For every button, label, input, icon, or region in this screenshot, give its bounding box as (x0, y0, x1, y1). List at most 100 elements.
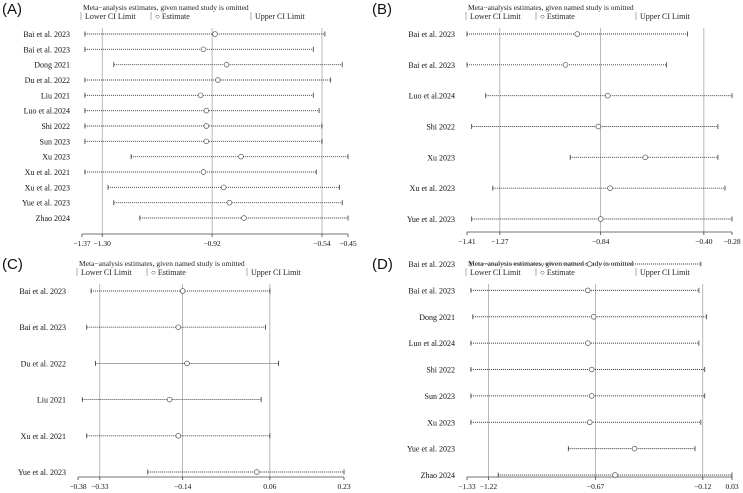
legend-entry: Upper CI Limit (640, 12, 691, 21)
x-tick-label: −0.84 (592, 237, 610, 246)
plot-title: Meta−analysis estimates, given named stu… (79, 259, 245, 268)
estimate-point (200, 46, 207, 53)
study-label: Sun 2023 (425, 392, 455, 401)
study-label: Sun 2023 (40, 137, 70, 146)
estimate-point (175, 324, 182, 330)
study-label: Liu 2021 (41, 91, 70, 100)
x-tick-label: −1.33 (458, 482, 476, 491)
estimate-point (175, 433, 182, 439)
study-label: Yue et al. 2023 (407, 215, 455, 224)
estimate-point (241, 215, 247, 221)
x-tick-label: 0.06 (263, 482, 276, 491)
estimate-point (203, 138, 210, 145)
study-label: Bai et al. 2023 (408, 61, 455, 70)
estimate-point (184, 360, 190, 367)
study-label: Luo et al.2024 (24, 107, 70, 116)
legend-entry: ○ Estimate (155, 12, 190, 21)
x-tick-label: −1.27 (491, 237, 509, 246)
estimate-point (590, 313, 597, 320)
x-tick-label: −0.38 (69, 482, 87, 491)
x-tick-label: −1.30 (94, 239, 112, 248)
study-label: Shi 2022 (41, 122, 70, 131)
legend-entry: Upper CI Limit (640, 268, 691, 277)
estimate-point (220, 184, 227, 191)
legend-entry: Lower CI Limit (85, 12, 136, 21)
legend-entry: Lower CI Limit (470, 268, 521, 277)
study-label: Bai et al. 2023 (23, 45, 70, 54)
study-label: Bai et al. 2023 (408, 260, 455, 269)
study-label: Xu 2023 (427, 153, 455, 162)
estimate-point (595, 123, 602, 130)
estimate-point (587, 419, 593, 426)
legend-entry: ○ Estimate (540, 268, 575, 277)
x-tick-label: −1.37 (73, 239, 91, 248)
x-tick-label: −0.28 (723, 237, 741, 246)
estimate-point (587, 261, 593, 267)
study-label: Xu et al. 2023 (410, 184, 455, 193)
estimate-point (203, 123, 210, 129)
study-label: Bai et al. 2023 (408, 30, 455, 39)
x-tick-label: −0.33 (91, 482, 109, 491)
study-label: Bai et al. 2023 (19, 323, 66, 332)
estimate-point (588, 393, 595, 399)
study-label: Xu et al. 2023 (25, 183, 70, 192)
x-tick-label: −1.22 (480, 482, 498, 491)
estimate-point (607, 185, 613, 191)
study-label: Yue et al. 2023 (22, 199, 70, 208)
estimate-point (223, 61, 230, 68)
estimate-point (585, 340, 591, 346)
x-tick-label: −0.45 (339, 239, 357, 248)
study-label: Shi 2022 (426, 123, 455, 132)
estimate-point (642, 154, 648, 161)
study-label: Xu 2023 (42, 153, 70, 162)
legend-entry: Upper CI Limit (255, 12, 306, 21)
legend-entry: ○ Estimate (540, 12, 575, 21)
x-tick-label: −1.41 (458, 237, 476, 246)
forest-plot-c: Meta−analysis estimates, given named stu… (18, 259, 351, 491)
estimate-point (612, 472, 618, 478)
x-tick-label: 0.23 (337, 482, 350, 491)
study-label: Du et al. 2022 (21, 359, 66, 368)
study-label: Xu 2023 (427, 418, 455, 427)
study-label: Dong 2021 (419, 313, 455, 322)
estimate-point (200, 169, 207, 175)
study-label: Liu 2021 (37, 396, 66, 405)
forest-plot-b: Meta−analysis estimates, given named stu… (407, 3, 741, 246)
plot-title: Meta−analysis estimates, given named stu… (468, 3, 634, 12)
study-label: Zhao 2024 (421, 471, 455, 480)
study-label: Xu et al. 2021 (21, 432, 66, 441)
x-tick-label: 0.03 (725, 482, 738, 491)
legend-entry: ○ Estimate (151, 268, 186, 277)
study-label: Zhao 2024 (36, 214, 70, 223)
x-tick-label: −0.92 (203, 239, 221, 248)
study-label: Luo et al.2024 (409, 92, 455, 101)
study-label: Du et al. 2022 (25, 76, 70, 85)
forest-plot-a: Meta−analysis estimates, given named stu… (22, 3, 357, 248)
estimate-point (203, 107, 210, 114)
panel-label-a: (A) (2, 1, 22, 18)
estimate-point (631, 445, 638, 452)
panel-label-c: (C) (2, 256, 23, 273)
legend-entry: Upper CI Limit (251, 268, 302, 277)
panel-label-d: (D) (372, 256, 393, 273)
x-tick-label: −0.14 (174, 482, 192, 491)
study-label: Shi 2022 (426, 366, 455, 375)
estimate-point (166, 396, 173, 403)
estimate-point (226, 199, 233, 206)
x-tick-label: −0.40 (695, 237, 713, 246)
estimate-point (197, 92, 204, 99)
estimate-point (215, 77, 221, 83)
x-tick-label: −0.54 (313, 239, 331, 248)
plot-title: Meta−analysis estimates, given named stu… (468, 259, 634, 268)
legend-entry: Lower CI Limit (81, 268, 132, 277)
estimate-point (179, 288, 186, 294)
study-label: Bai et al. 2023 (23, 30, 70, 39)
estimate-point (588, 366, 595, 373)
estimate-point (238, 153, 244, 160)
estimate-point (604, 92, 611, 99)
forest-plot-d: Meta−analysis estimates, given named stu… (407, 259, 739, 491)
study-label: Dong 2021 (34, 61, 70, 70)
study-label: Xu et al. 2021 (25, 168, 70, 177)
estimate-point (597, 216, 604, 222)
study-label: Luo et al.2024 (409, 339, 455, 348)
